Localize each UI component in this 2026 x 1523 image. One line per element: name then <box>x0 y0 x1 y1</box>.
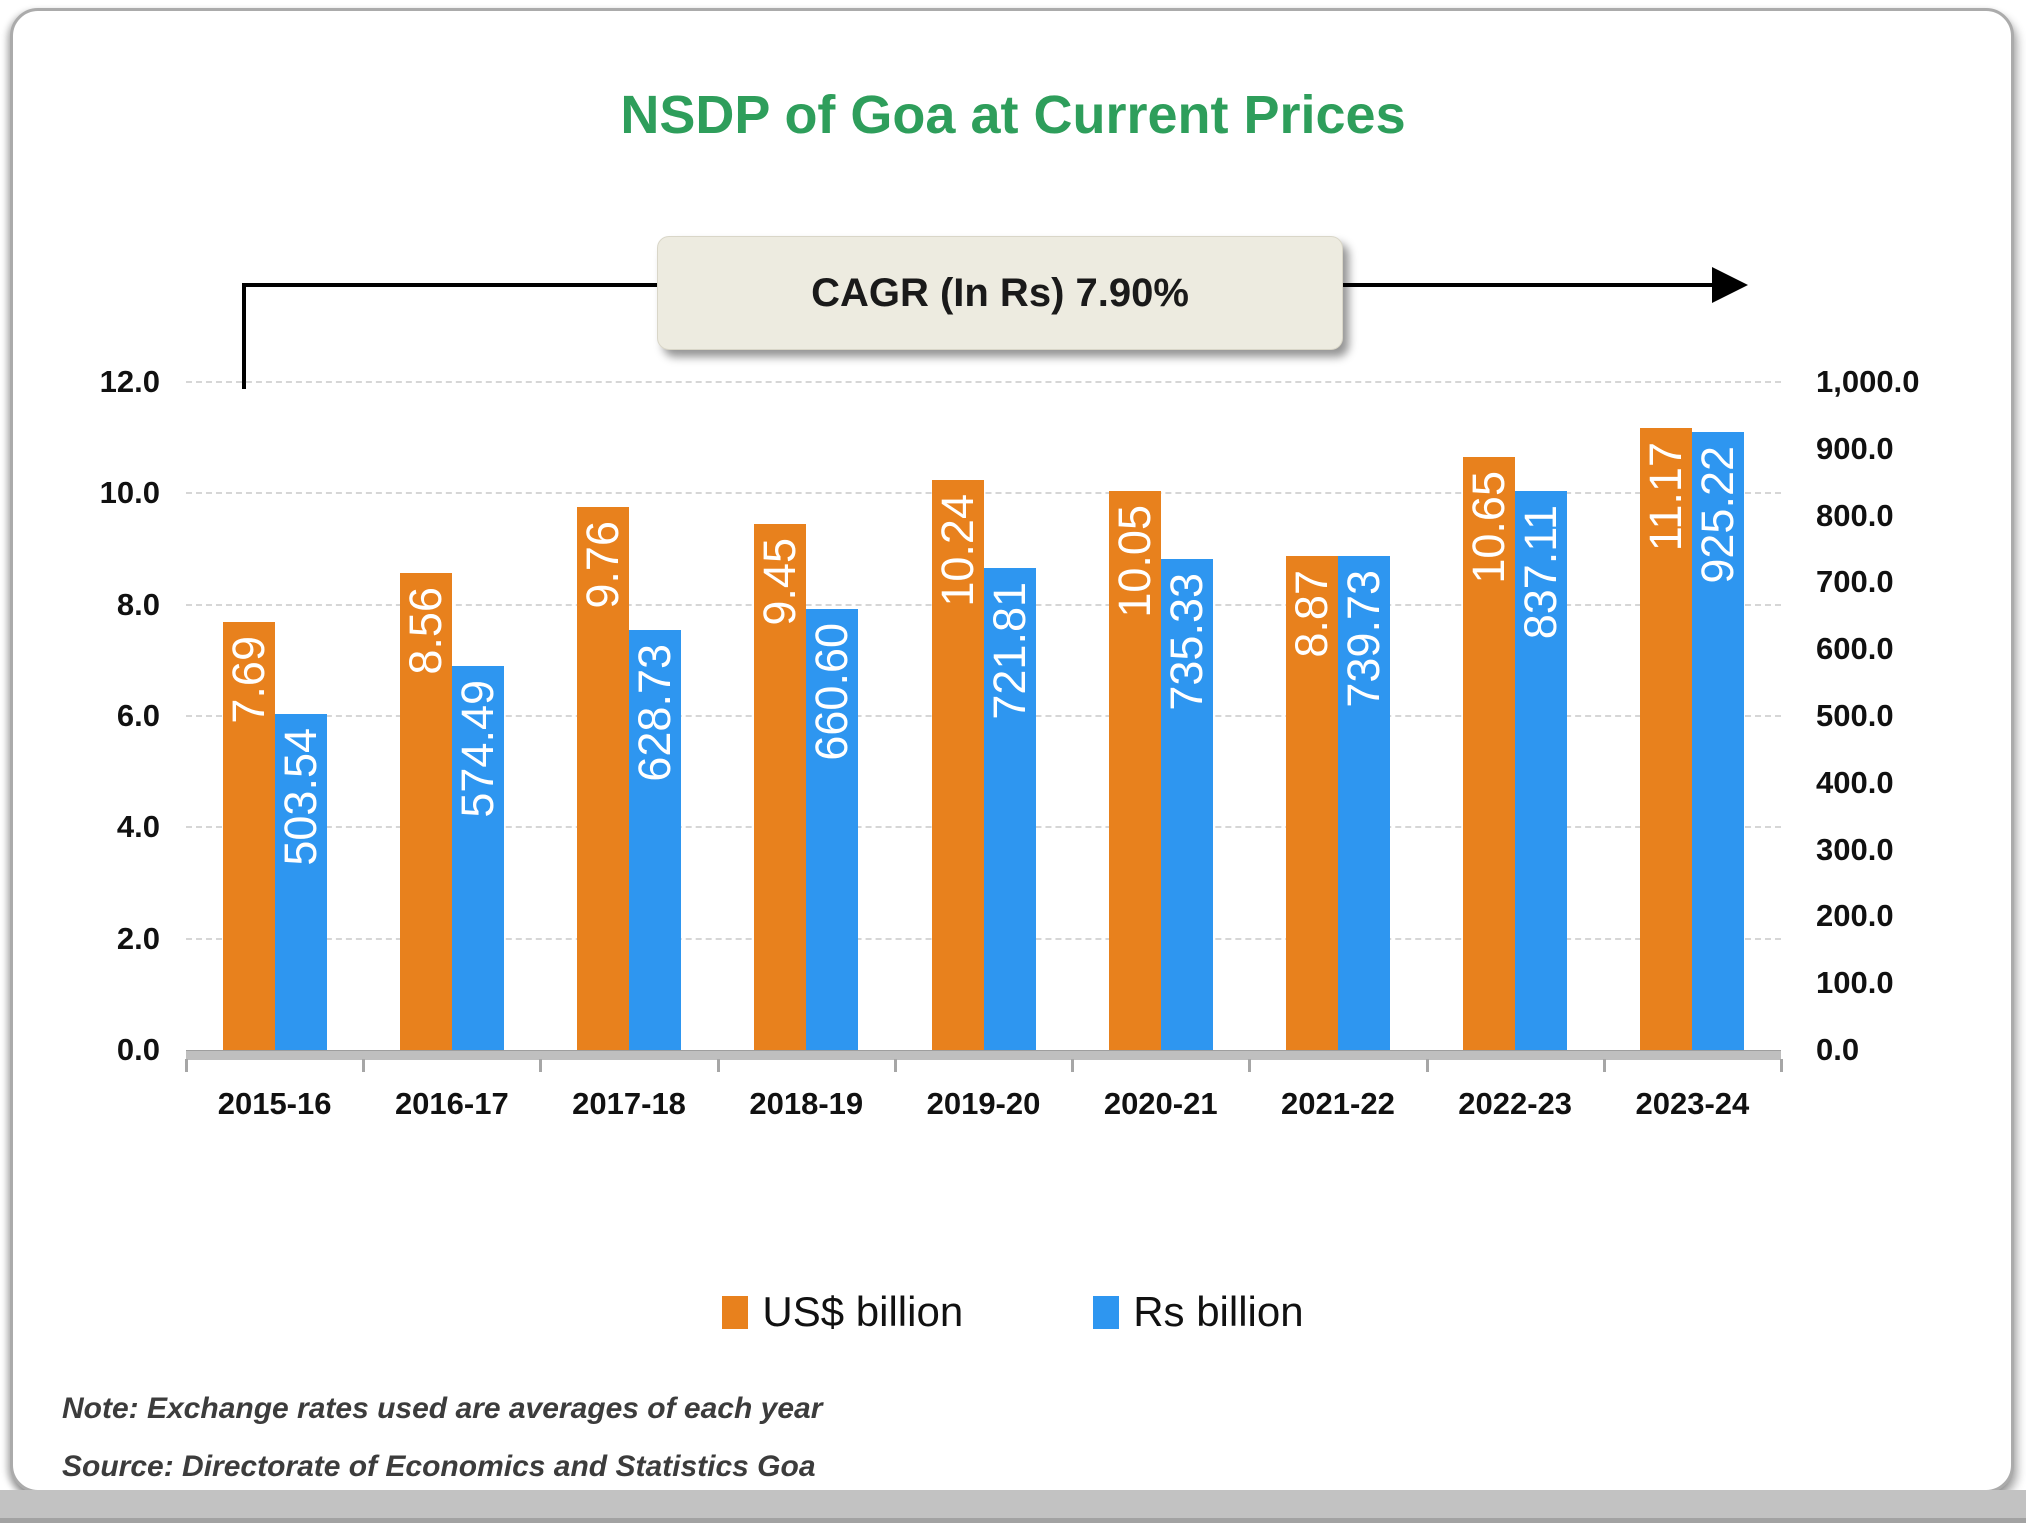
bar-rs-billion <box>274 714 327 1050</box>
cagr-label: CAGR (In Rs) 7.90% <box>811 271 1189 315</box>
x-axis-tick <box>185 1059 188 1072</box>
x-axis-tick <box>893 1059 897 1072</box>
bar-value-label: 8.87 <box>1285 570 1337 658</box>
bar-us-billion <box>222 622 275 1050</box>
x-axis-label: 2017-18 <box>572 1086 686 1121</box>
bar-rs-billion <box>629 630 682 1050</box>
bar-us-billion <box>1108 491 1161 1050</box>
legend: US$ billion Rs billion <box>0 1288 2026 1336</box>
left-axis-tick-label: 0.0 <box>116 1032 160 1067</box>
bar-value-label: 503.54 <box>274 728 326 866</box>
bar-value-label: 10.24 <box>931 494 983 607</box>
cagr-callout-vertical-line <box>242 283 246 389</box>
right-axis-tick-label: 900.0 <box>1816 430 1894 466</box>
bar-rs-billion <box>1692 432 1745 1050</box>
gridline <box>186 381 1781 383</box>
bar-value-label: 7.69 <box>222 636 274 724</box>
bar-rs-billion <box>806 609 859 1050</box>
x-axis-tick <box>1248 1059 1252 1072</box>
bar-us-billion <box>577 507 630 1050</box>
left-axis-tick-label: 8.0 <box>116 586 160 622</box>
x-axis-tick <box>1602 1059 1606 1072</box>
bar-value-label: 837.11 <box>1515 505 1567 640</box>
x-axis-baseline <box>186 1050 1781 1060</box>
bar-us-billion <box>931 480 984 1050</box>
bar-us-billion <box>1463 457 1516 1050</box>
bar-value-label: 660.60 <box>806 623 858 761</box>
bar-us-billion <box>399 573 452 1050</box>
x-axis-label: 2023-24 <box>1635 1086 1750 1121</box>
bar-value-label: 10.05 <box>1108 505 1160 618</box>
bar-us-billion <box>1285 556 1338 1050</box>
legend-swatch-blue <box>1093 1295 1120 1329</box>
x-axis-label: 2020-21 <box>1103 1086 1218 1121</box>
bar-value-label: 925.22 <box>1692 446 1744 584</box>
legend-label: Rs billion <box>1133 1288 1304 1335</box>
left-axis-tick-label: 4.0 <box>116 809 160 845</box>
bar-rs-billion <box>1160 559 1213 1050</box>
bar-value-label: 628.73 <box>629 644 681 782</box>
chart-title: NSDP of Goa at Current Prices <box>620 85 1406 145</box>
source-text: Source: Directorate of Economics and Sta… <box>62 1450 816 1483</box>
legend-label: US$ billion <box>762 1288 964 1335</box>
bar-value-label: 721.81 <box>983 582 1035 720</box>
x-axis-tick <box>1780 1059 1783 1072</box>
cagr-callout-arrowhead-icon <box>1712 267 1748 303</box>
bar-rs-billion <box>1337 556 1390 1050</box>
bar-rs-billion <box>451 666 504 1050</box>
right-axis-tick-label: 100.0 <box>1816 965 1894 1001</box>
bar-value-label: 739.73 <box>1337 570 1389 708</box>
right-axis-tick-label: 700.0 <box>1816 564 1894 600</box>
right-axis-tick-label: 1,000.0 <box>1816 364 1920 399</box>
legend-swatch-orange <box>722 1295 749 1329</box>
legend-item-rs-billion: Rs billion <box>1093 1288 1304 1336</box>
bar-value-label: 9.76 <box>577 521 629 609</box>
right-axis-tick-label: 500.0 <box>1816 698 1894 733</box>
bar-value-label: 10.65 <box>1463 471 1515 584</box>
x-axis-label: 2021-22 <box>1281 1086 1395 1121</box>
bar-value-label: 735.33 <box>1160 573 1212 711</box>
left-axis-tick-label: 2.0 <box>116 920 160 956</box>
x-axis-tick <box>1071 1059 1075 1072</box>
right-axis-tick-label: 400.0 <box>1816 764 1894 800</box>
right-axis-tick-label: 300.0 <box>1816 831 1894 867</box>
x-axis-tick <box>362 1059 366 1072</box>
right-axis-tick-label: 800.0 <box>1816 497 1894 533</box>
x-axis-tick <box>1425 1059 1429 1072</box>
x-axis-tick <box>539 1059 543 1072</box>
gridline <box>186 492 1781 495</box>
left-axis-tick-label: 6.0 <box>116 698 160 733</box>
x-axis-label: 2015-16 <box>217 1086 332 1121</box>
bar-rs-billion <box>1515 491 1568 1050</box>
left-axis-tick-label: 10.0 <box>99 475 160 511</box>
right-axis-tick-label: 600.0 <box>1816 631 1894 667</box>
bar-value-label: 8.56 <box>399 587 451 675</box>
legend-item-us-billion: US$ billion <box>722 1288 963 1336</box>
bottom-edge-strip <box>0 1490 2026 1523</box>
bar-value-label: 574.49 <box>451 680 503 818</box>
x-axis-tick <box>716 1059 720 1072</box>
x-axis-label: 2022-23 <box>1458 1086 1573 1121</box>
x-axis-label: 2018-19 <box>749 1086 864 1121</box>
x-axis-label: 2019-20 <box>926 1086 1041 1121</box>
bar-us-billion <box>1640 428 1693 1050</box>
left-axis-tick-label: 12.0 <box>99 364 160 399</box>
bar-value-label: 11.17 <box>1640 442 1692 552</box>
bar-us-billion <box>754 524 807 1050</box>
right-axis-tick-label: 0.0 <box>1816 1032 1860 1067</box>
note-text: Note: Exchange rates used are averages o… <box>62 1392 823 1425</box>
bar-rs-billion <box>983 568 1036 1050</box>
cagr-callout-box: CAGR (In Rs) 7.90% <box>657 236 1343 350</box>
right-axis-tick-label: 200.0 <box>1816 898 1894 934</box>
x-axis-label: 2016-17 <box>394 1086 509 1121</box>
bar-value-label: 9.45 <box>754 538 806 626</box>
